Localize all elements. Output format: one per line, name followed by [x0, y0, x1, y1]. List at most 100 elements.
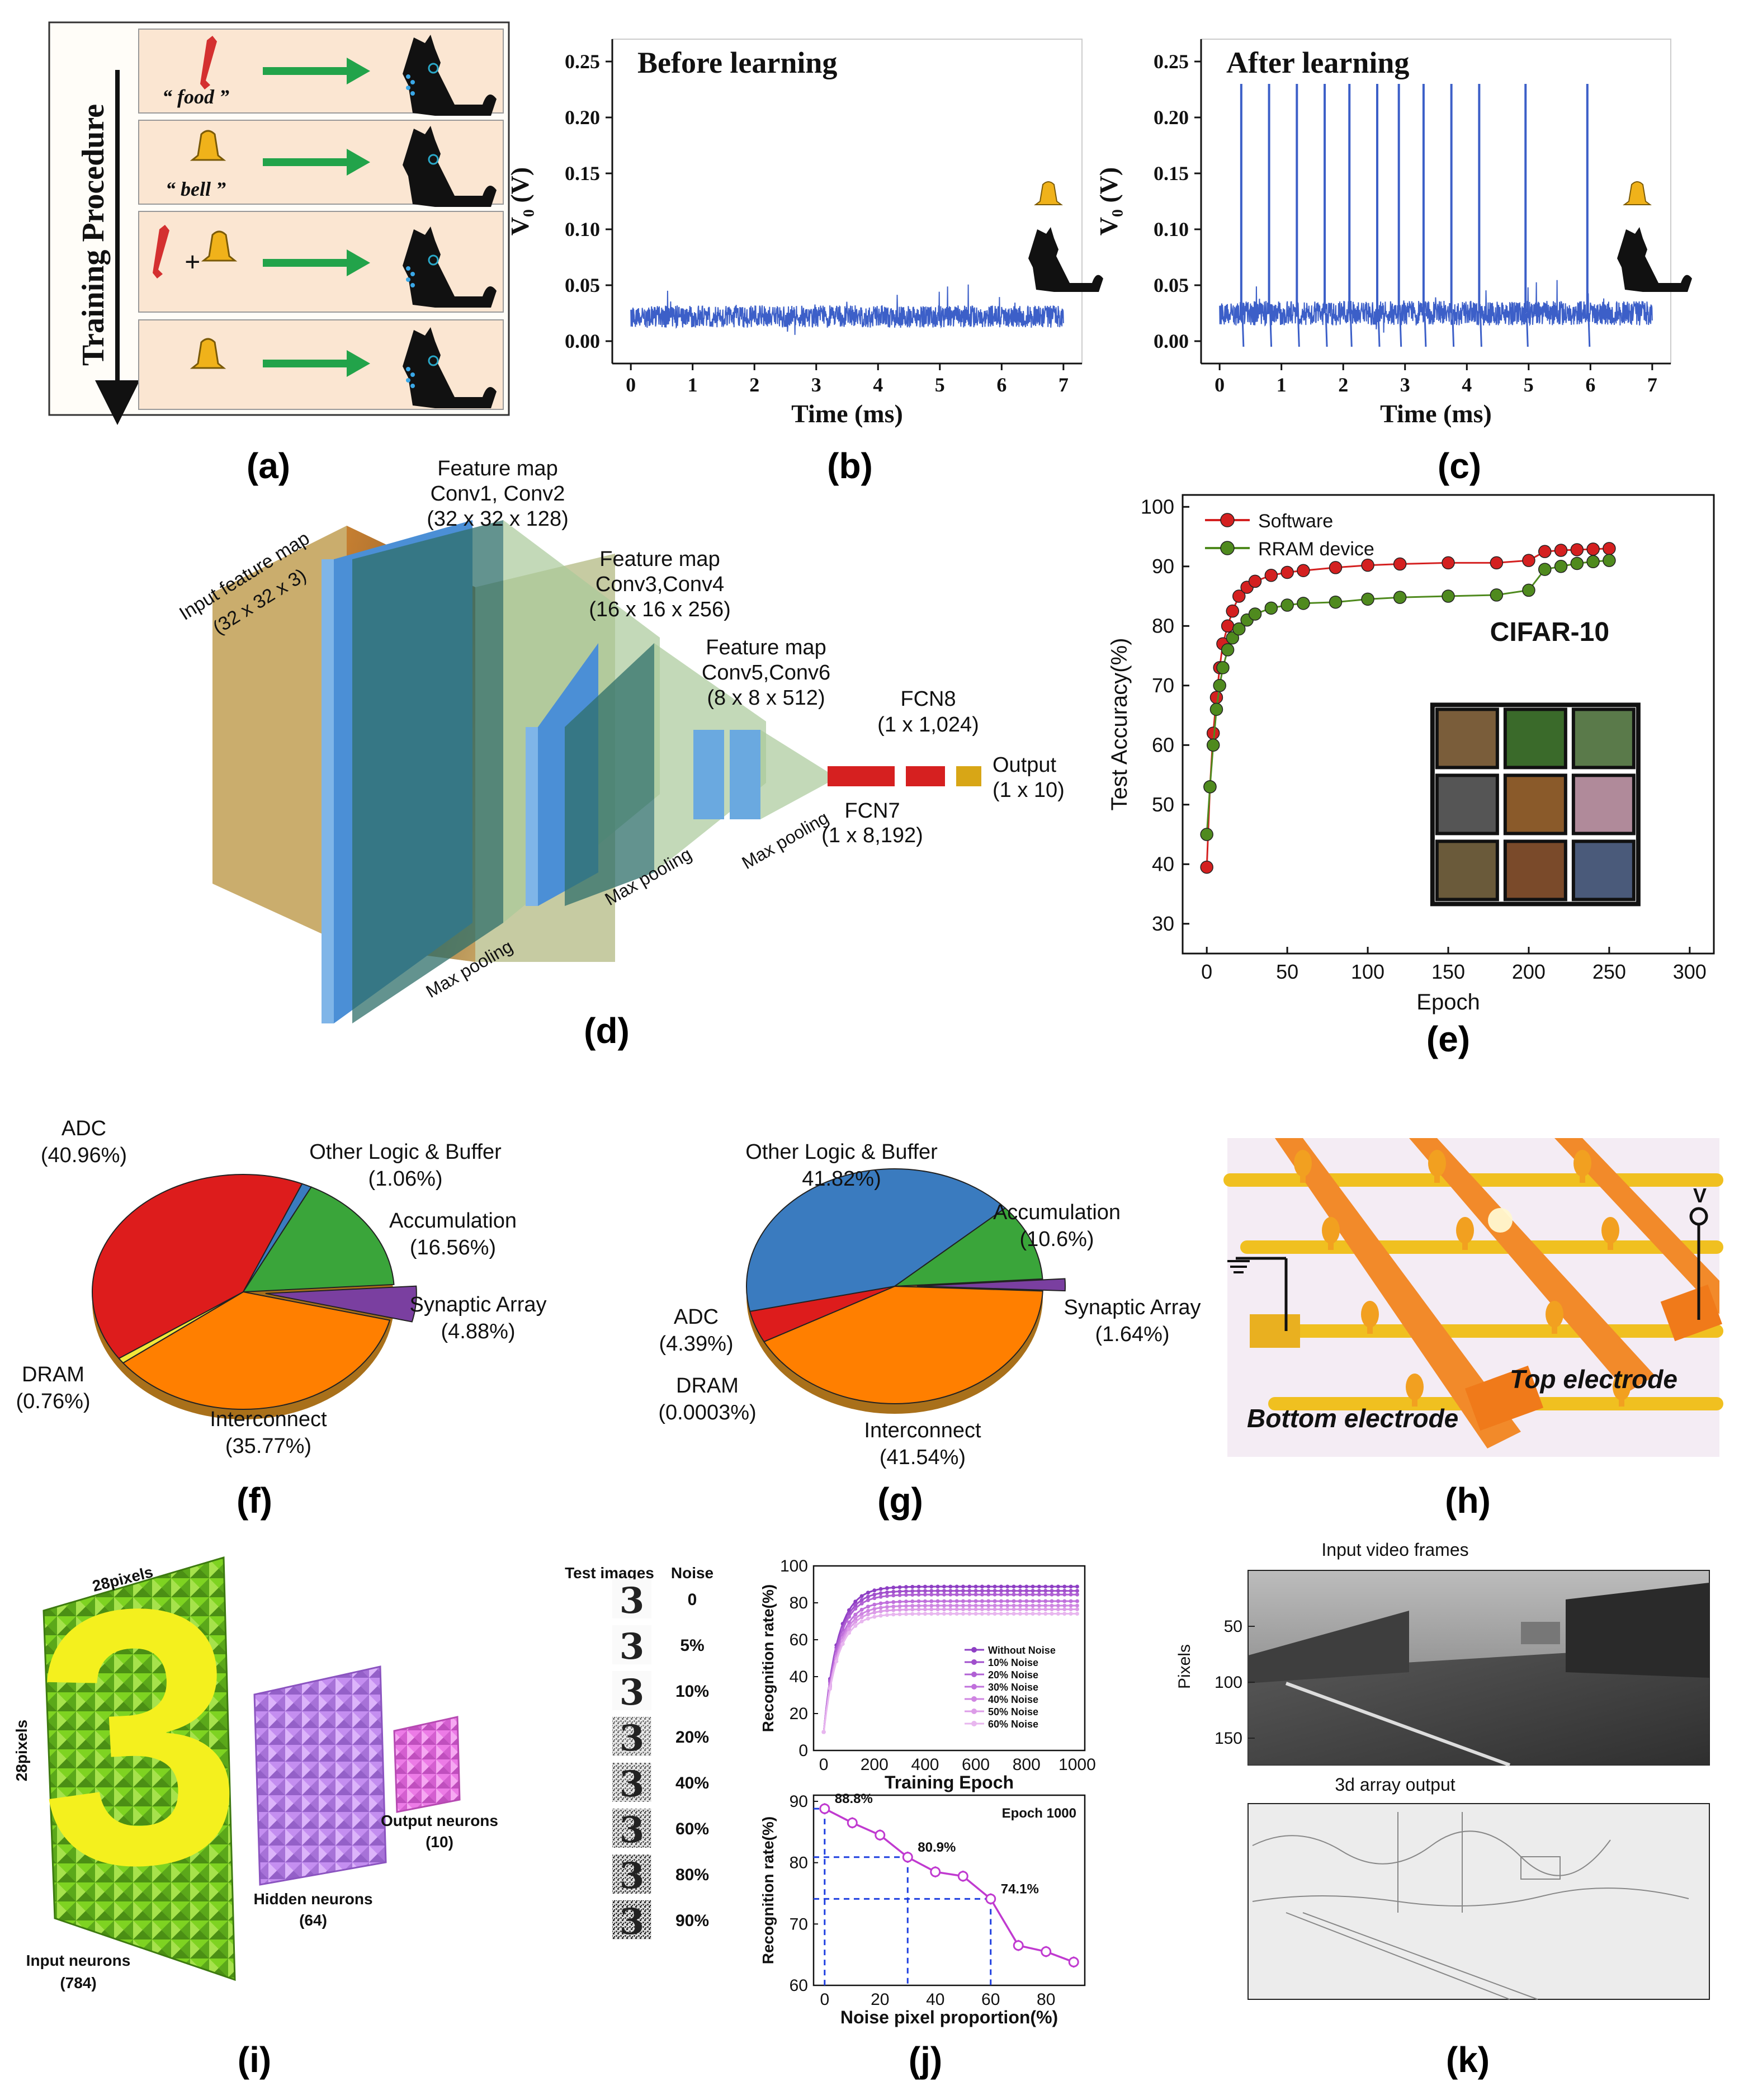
data-point — [866, 1605, 870, 1609]
noise-header: Noise — [671, 1564, 713, 1582]
data-point — [847, 1620, 851, 1625]
feature-map-2-size: (16 x 16 x 256) — [589, 598, 730, 621]
data-point — [930, 1866, 941, 1877]
data-point — [1570, 556, 1584, 570]
pie-value-label: (35.77%) — [225, 1434, 311, 1458]
data-point — [954, 1584, 959, 1589]
saliva-icon — [406, 277, 410, 282]
memristor-pillar — [1428, 1150, 1446, 1177]
series-line — [823, 1605, 1078, 1733]
pixels-ylabel: Pixels — [1175, 1644, 1194, 1689]
data-point — [974, 1603, 978, 1608]
noise-level-label: 0 — [688, 1591, 697, 1609]
x-tick-label: 7 — [1647, 374, 1657, 396]
data-point — [897, 1604, 902, 1608]
data-point — [821, 1730, 826, 1734]
noisy-test-image — [612, 1579, 651, 1618]
label-e: (e) — [1426, 1019, 1470, 1059]
data-point — [1043, 1589, 1048, 1593]
y-axis-label: V₀ (V) — [1094, 167, 1123, 235]
y-tick-label: 0.25 — [1154, 50, 1189, 73]
data-point — [929, 1607, 934, 1612]
data-point — [1043, 1599, 1048, 1603]
data-point — [847, 1615, 851, 1619]
voltage-spike-tail — [1377, 313, 1381, 347]
noisy-test-image — [612, 1671, 651, 1710]
data-point — [847, 1627, 851, 1631]
data-point — [1031, 1603, 1035, 1608]
data-point — [942, 1589, 946, 1593]
data-point — [853, 1612, 858, 1617]
data-point — [866, 1608, 870, 1613]
data-point — [910, 1603, 915, 1608]
pie-slice-other-logic-buffer — [746, 1168, 1006, 1312]
panel-a: Training Procedure “ food ” “ bell ” + — [48, 21, 510, 425]
data-point — [878, 1591, 883, 1596]
food-label: “ food ” — [162, 86, 229, 108]
saliva-icon — [410, 272, 415, 276]
pie-value-label: (10.6%) — [1019, 1228, 1094, 1251]
y-tick-label: 0.05 — [565, 274, 600, 296]
data-point — [961, 1603, 965, 1608]
dog-icon — [403, 35, 497, 116]
data-point — [967, 1607, 972, 1612]
data-point — [853, 1603, 858, 1608]
data-point — [1329, 561, 1343, 574]
data-point — [1012, 1603, 1016, 1608]
voltage-spike-tail — [1587, 313, 1591, 347]
y-tick-label: 100 — [1141, 495, 1174, 518]
y-tick-label: 0.10 — [1154, 218, 1189, 240]
data-point — [853, 1624, 858, 1628]
data-point — [935, 1589, 940, 1593]
noisy-test-image — [612, 1717, 651, 1756]
data-point — [993, 1589, 997, 1593]
pie-value-label: (41.54%) — [880, 1446, 966, 1469]
data-point — [1012, 1592, 1016, 1597]
pie-label: ADC — [62, 1117, 106, 1140]
feature-map-1-size: (32 x 32 x 128) — [427, 507, 568, 531]
plot-frame — [812, 1794, 1086, 1986]
data-point — [1056, 1599, 1060, 1603]
green-arrow-head — [347, 350, 370, 377]
pie-label: Accumulation — [389, 1209, 517, 1233]
data-point — [891, 1600, 896, 1605]
data-point — [1442, 589, 1455, 603]
data-point — [916, 1592, 921, 1597]
label-f: (f) — [237, 1480, 272, 1521]
digit-three: 3 — [27, 1528, 250, 1945]
pie-value-label: (40.96%) — [41, 1144, 127, 1167]
data-point — [878, 1601, 883, 1606]
x-tick-label: 7 — [1058, 374, 1069, 396]
bottom-electrode-label: Bottom electrode — [1247, 1404, 1458, 1433]
data-point — [980, 1584, 984, 1589]
data-point — [1069, 1584, 1073, 1589]
data-point — [910, 1593, 915, 1597]
voltage-trace — [630, 284, 1064, 335]
voltage-spike-tail — [1297, 313, 1300, 347]
data-point — [878, 1613, 883, 1618]
data-point — [961, 1607, 965, 1612]
data-point — [897, 1589, 902, 1594]
data-point — [902, 1852, 913, 1863]
data-point — [1586, 555, 1600, 569]
input-layer — [42, 1556, 236, 1981]
y-axis-label: Recognition rate(%) — [759, 1816, 777, 1964]
memristor-pillar — [1361, 1301, 1379, 1328]
data-point — [999, 1592, 1003, 1597]
series-line — [824, 1808, 1074, 1963]
output-label: Output — [993, 753, 1057, 777]
x-tick-label: 100 — [1351, 960, 1384, 983]
data-point — [1018, 1603, 1022, 1608]
x-tick-label: 2 — [1338, 374, 1348, 396]
data-point — [1062, 1584, 1067, 1589]
saliva-icon — [410, 91, 415, 96]
data-point — [980, 1603, 984, 1608]
hidden-neurons-label: Hidden neurons — [253, 1890, 372, 1908]
pie-slice-interconnect — [763, 1285, 1043, 1404]
data-point — [1031, 1599, 1035, 1603]
y-axis-label: Recognition rate(%) — [759, 1584, 777, 1732]
panel-i: 3 28pixels 28pixels Input neurons (784) … — [13, 1528, 498, 1992]
data-point — [1018, 1599, 1022, 1603]
fcn8-label: FCN8 — [900, 687, 956, 711]
data-point — [866, 1616, 870, 1621]
